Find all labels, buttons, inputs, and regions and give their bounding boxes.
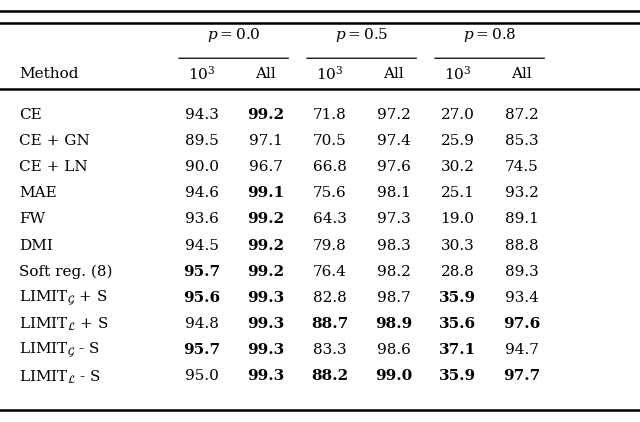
Text: 99.3: 99.3	[247, 369, 284, 384]
Text: 25.1: 25.1	[441, 186, 474, 200]
Text: All: All	[511, 67, 532, 81]
Text: 94.8: 94.8	[185, 317, 218, 331]
Text: 27.0: 27.0	[441, 108, 474, 122]
Text: 99.3: 99.3	[247, 343, 284, 357]
Text: LIMIT$_\mathcal{L}$ - S: LIMIT$_\mathcal{L}$ - S	[19, 368, 101, 385]
Text: 88.8: 88.8	[505, 238, 538, 253]
Text: 88.7: 88.7	[311, 317, 348, 331]
Text: 35.6: 35.6	[439, 317, 476, 331]
Text: 94.5: 94.5	[185, 238, 218, 253]
Text: 30.2: 30.2	[441, 160, 474, 174]
Text: 35.9: 35.9	[439, 291, 476, 305]
Text: 99.0: 99.0	[375, 369, 412, 384]
Text: 19.0: 19.0	[440, 212, 475, 227]
Text: 90.0: 90.0	[184, 160, 219, 174]
Text: 70.5: 70.5	[313, 134, 346, 148]
Text: 28.8: 28.8	[441, 265, 474, 279]
Text: 64.3: 64.3	[313, 212, 346, 227]
Text: Soft reg. (8): Soft reg. (8)	[19, 265, 113, 279]
Text: 89.3: 89.3	[505, 265, 538, 279]
Text: 74.5: 74.5	[505, 160, 538, 174]
Text: 99.2: 99.2	[247, 108, 284, 122]
Text: 99.2: 99.2	[247, 238, 284, 253]
Text: 98.1: 98.1	[377, 186, 410, 200]
Text: LIMIT$_\mathcal{G}$ + S: LIMIT$_\mathcal{G}$ + S	[19, 288, 108, 308]
Text: $p = 0.5$: $p = 0.5$	[335, 26, 388, 44]
Text: 98.7: 98.7	[377, 291, 410, 305]
Text: $p = 0.8$: $p = 0.8$	[463, 26, 516, 44]
Text: 99.1: 99.1	[247, 186, 284, 200]
Text: $p = 0.0$: $p = 0.0$	[207, 26, 260, 44]
Text: $10^3$: $10^3$	[188, 65, 215, 83]
Text: 99.2: 99.2	[247, 265, 284, 279]
Text: 95.0: 95.0	[185, 369, 218, 384]
Text: 99.3: 99.3	[247, 317, 284, 331]
Text: 97.1: 97.1	[249, 134, 282, 148]
Text: 99.3: 99.3	[247, 291, 284, 305]
Text: 97.2: 97.2	[377, 108, 410, 122]
Text: 99.2: 99.2	[247, 212, 284, 227]
Text: 94.6: 94.6	[184, 186, 219, 200]
Text: 97.6: 97.6	[377, 160, 410, 174]
Text: 71.8: 71.8	[313, 108, 346, 122]
Text: 97.6: 97.6	[503, 317, 540, 331]
Text: 79.8: 79.8	[313, 238, 346, 253]
Text: $10^3$: $10^3$	[444, 65, 471, 83]
Text: LIMIT$_\mathcal{L}$ + S: LIMIT$_\mathcal{L}$ + S	[19, 316, 109, 333]
Text: 97.7: 97.7	[503, 369, 540, 384]
Text: 98.9: 98.9	[375, 317, 412, 331]
Text: 37.1: 37.1	[439, 343, 476, 357]
Text: All: All	[255, 67, 276, 81]
Text: FW: FW	[19, 212, 45, 227]
Text: All: All	[383, 67, 404, 81]
Text: 93.4: 93.4	[505, 291, 538, 305]
Text: 94.7: 94.7	[505, 343, 538, 357]
Text: 30.3: 30.3	[441, 238, 474, 253]
Text: 95.7: 95.7	[183, 343, 220, 357]
Text: 83.3: 83.3	[313, 343, 346, 357]
Text: 76.4: 76.4	[313, 265, 346, 279]
Text: 88.2: 88.2	[311, 369, 348, 384]
Text: 97.4: 97.4	[377, 134, 410, 148]
Text: 93.6: 93.6	[185, 212, 218, 227]
Text: 93.2: 93.2	[505, 186, 538, 200]
Text: 98.2: 98.2	[377, 265, 410, 279]
Text: 89.5: 89.5	[185, 134, 218, 148]
Text: 75.6: 75.6	[313, 186, 346, 200]
Text: CE + LN: CE + LN	[19, 160, 88, 174]
Text: 95.7: 95.7	[183, 265, 220, 279]
Text: LIMIT$_\mathcal{G}$ - S: LIMIT$_\mathcal{G}$ - S	[19, 341, 100, 360]
Text: 94.3: 94.3	[185, 108, 218, 122]
Text: 82.8: 82.8	[313, 291, 346, 305]
Text: 25.9: 25.9	[441, 134, 474, 148]
Text: 96.7: 96.7	[249, 160, 282, 174]
Text: 35.9: 35.9	[439, 369, 476, 384]
Text: 89.1: 89.1	[505, 212, 538, 227]
Text: 87.2: 87.2	[505, 108, 538, 122]
Text: 98.6: 98.6	[377, 343, 410, 357]
Text: 66.8: 66.8	[313, 160, 346, 174]
Text: $10^3$: $10^3$	[316, 65, 343, 83]
Text: CE: CE	[19, 108, 42, 122]
Text: MAE: MAE	[19, 186, 57, 200]
Text: 98.3: 98.3	[377, 238, 410, 253]
Text: DMI: DMI	[19, 238, 53, 253]
Text: CE + GN: CE + GN	[19, 134, 90, 148]
Text: 85.3: 85.3	[505, 134, 538, 148]
Text: 97.3: 97.3	[377, 212, 410, 227]
Text: 95.6: 95.6	[183, 291, 220, 305]
Text: Method: Method	[19, 67, 79, 81]
